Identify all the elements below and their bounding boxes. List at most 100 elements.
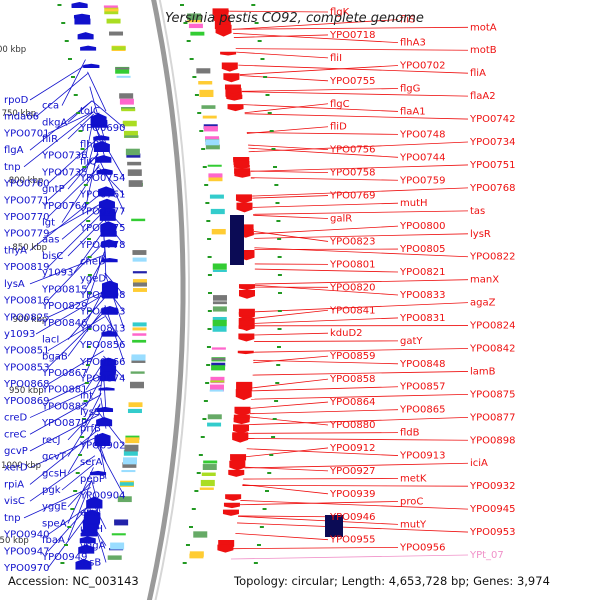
cog-feature bbox=[212, 316, 227, 321]
label-connector bbox=[253, 210, 469, 215]
label-connector bbox=[29, 455, 96, 502]
cog-feature bbox=[127, 169, 142, 176]
ruler-tick-mark bbox=[269, 454, 274, 456]
gene-label-reverse: ubiH bbox=[80, 524, 103, 535]
label-connector bbox=[254, 302, 469, 313]
ruler-tick-mark bbox=[78, 130, 83, 132]
label-connector bbox=[35, 73, 89, 118]
forward-strand-gene bbox=[234, 406, 251, 417]
forward-strand-gene bbox=[234, 171, 251, 178]
label-connector bbox=[246, 448, 399, 456]
ruler-tick-mark bbox=[185, 544, 190, 546]
ruler-tick-mark bbox=[73, 94, 78, 96]
ruler-tick-mark bbox=[196, 472, 201, 474]
gene-label-forward: agaZ bbox=[470, 298, 496, 309]
label-connector bbox=[29, 384, 102, 418]
cog-feature bbox=[212, 319, 227, 327]
label-connector bbox=[67, 297, 106, 340]
cog-feature bbox=[212, 301, 227, 305]
forward-strand-gene bbox=[233, 164, 250, 169]
ruler-tick-mark bbox=[70, 76, 75, 78]
gene-label-forward: YPO0898 bbox=[469, 435, 515, 446]
gene-label-forward: YPO0769 bbox=[329, 191, 375, 202]
ruler-tick-mark bbox=[84, 382, 89, 384]
label-connector bbox=[47, 154, 99, 201]
cog-feature bbox=[104, 8, 119, 12]
gene-label-forward: fliA bbox=[470, 68, 486, 79]
gene-label-reverse: creD bbox=[4, 413, 28, 424]
gene-label-reverse: YPO0904 bbox=[79, 491, 125, 502]
ruler-tick-mark bbox=[86, 346, 91, 348]
label-connector bbox=[239, 75, 329, 82]
gene-label-forward: flgK bbox=[330, 7, 350, 18]
gene-feature-tracks bbox=[71, 2, 343, 570]
gene-label-reverse: flgA bbox=[4, 145, 24, 156]
gene-label-forward: YPO0955 bbox=[329, 535, 375, 546]
label-connector bbox=[245, 447, 329, 458]
ruler-tick-mark bbox=[85, 364, 90, 366]
gene-label-forward: YPO0932 bbox=[469, 481, 515, 492]
gene-label-forward: flgG bbox=[400, 83, 420, 94]
label-connector bbox=[47, 506, 88, 535]
gene-label-forward: YPO0805 bbox=[399, 244, 445, 255]
reverse-strand-gene bbox=[78, 544, 95, 554]
gene-label-forward: YPO0945 bbox=[469, 504, 515, 515]
cog-feature bbox=[132, 271, 147, 274]
reverse-strand-gene bbox=[99, 373, 116, 382]
forward-strand-gene bbox=[223, 73, 240, 83]
cog-feature bbox=[110, 542, 125, 550]
ruler-tick-mark bbox=[186, 40, 191, 42]
gene-label-reverse: YPO0940 bbox=[3, 530, 49, 541]
gene-label-reverse: bgaB bbox=[42, 351, 68, 362]
forward-strand-gene bbox=[229, 460, 246, 471]
label-connector bbox=[254, 309, 329, 319]
label-connector-lines bbox=[23, 10, 469, 569]
gene-label-reverse: YPO0764 bbox=[41, 201, 87, 212]
label-connector bbox=[250, 177, 399, 181]
label-connector bbox=[253, 214, 329, 219]
ruler-tick-mark bbox=[206, 346, 211, 348]
reverse-strand-gene bbox=[74, 16, 91, 25]
cog-feature bbox=[132, 282, 147, 287]
label-connector bbox=[29, 192, 102, 251]
forward-strand-gene bbox=[238, 325, 255, 331]
label-connector bbox=[246, 132, 399, 135]
cog-feature bbox=[124, 444, 139, 452]
label-connector bbox=[244, 103, 329, 114]
gene-label-reverse: gcvT bbox=[42, 452, 67, 463]
label-connector bbox=[47, 290, 106, 318]
reverse-strand-gene bbox=[99, 371, 116, 376]
label-connector bbox=[249, 416, 469, 426]
cog-feature bbox=[209, 194, 224, 199]
ruler-tick-mark bbox=[87, 274, 92, 276]
gene-label-reverse: serA bbox=[80, 457, 102, 468]
ruler-tick-mark bbox=[207, 292, 212, 294]
label-connector bbox=[67, 113, 94, 140]
label-connector bbox=[253, 359, 399, 365]
gene-label-reverse: YPO0777 bbox=[79, 206, 125, 217]
ruler-tick-mark bbox=[274, 400, 279, 402]
label-connector bbox=[238, 515, 329, 518]
gene-label-reverse: y1093 bbox=[4, 329, 35, 340]
cog-feature bbox=[109, 31, 124, 36]
forward-strand-gene bbox=[217, 544, 234, 553]
reverse-strand-gene bbox=[100, 357, 117, 366]
gene-label-forward: YPO0742 bbox=[469, 114, 515, 125]
ruler-tick-mark bbox=[277, 292, 282, 294]
gene-label-reverse: YPO0735 bbox=[41, 167, 87, 178]
forward-strand-gene bbox=[222, 509, 239, 516]
label-connector bbox=[29, 64, 87, 101]
cog-feature bbox=[128, 402, 143, 408]
label-connector bbox=[229, 10, 329, 13]
ruler-tick-mark bbox=[276, 220, 281, 222]
gene-label-reverse: YPO0798 bbox=[79, 290, 125, 301]
ruler-tick-mark bbox=[80, 436, 85, 438]
cog-feature bbox=[123, 130, 138, 138]
gene-label-reverse: YPO0881 bbox=[41, 385, 87, 396]
gene-label-reverse: YPO0779 bbox=[3, 229, 49, 240]
cog-feature bbox=[122, 462, 137, 468]
ruler-label: 1050 kbp bbox=[0, 536, 29, 546]
gene-label-reverse: YPO0867 bbox=[41, 368, 87, 379]
label-connector bbox=[47, 241, 105, 301]
cog-feature bbox=[116, 75, 131, 78]
